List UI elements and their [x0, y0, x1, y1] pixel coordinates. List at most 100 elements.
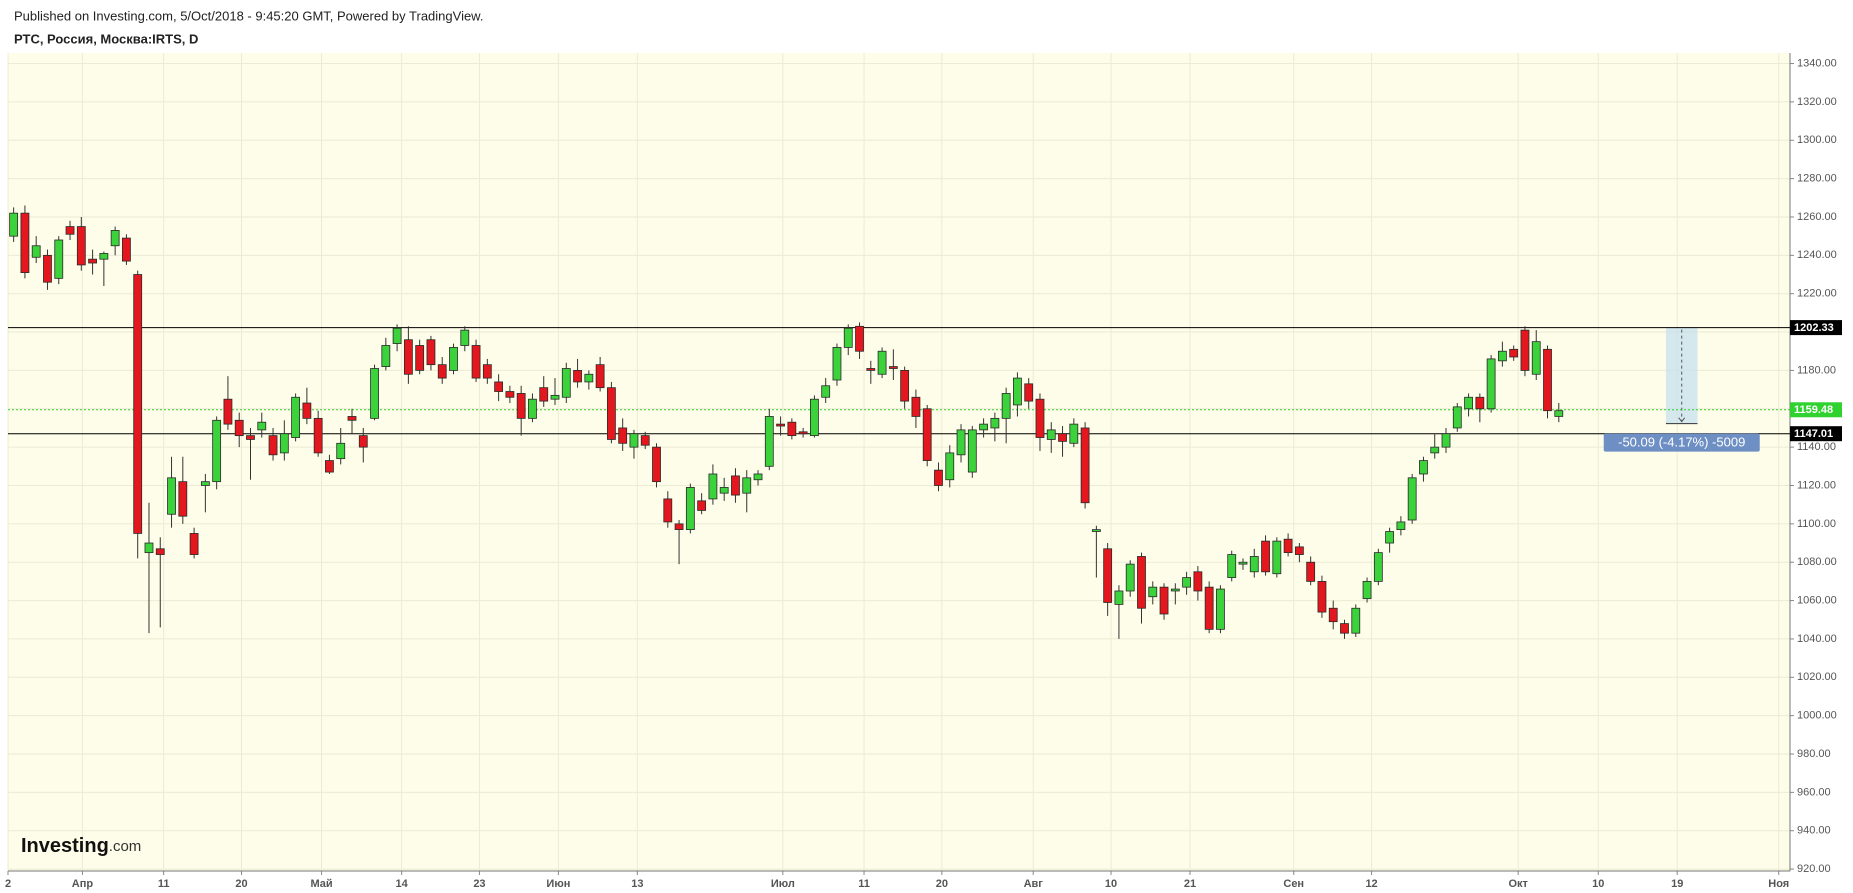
candle-body — [967, 429, 977, 473]
candle-body — [1475, 396, 1485, 410]
candle-body — [155, 548, 165, 555]
candle-body — [313, 417, 323, 454]
y-tick-label: 940.00 — [1797, 825, 1831, 837]
candle-body — [449, 347, 458, 371]
x-tick-label: 21 — [1184, 878, 1196, 890]
candle-body — [764, 416, 774, 467]
y-tick-label: 1000.00 — [1797, 710, 1837, 722]
candle-body — [1137, 556, 1146, 609]
y-tick-label: 1140.00 — [1797, 441, 1836, 453]
candle-body — [787, 421, 797, 437]
candle-body — [325, 460, 334, 473]
candle-body — [776, 423, 785, 427]
candle-body — [133, 274, 143, 534]
candle-body — [855, 325, 864, 352]
candle-body — [888, 366, 898, 369]
candle-body — [1362, 580, 1372, 600]
candle-body — [1227, 554, 1237, 578]
candle-body — [832, 347, 842, 381]
candle-body — [1238, 561, 1248, 565]
candle-body — [1464, 396, 1473, 410]
candle-body — [1509, 348, 1519, 358]
candle-body — [268, 435, 278, 456]
y-tick-label: 1320.00 — [1797, 96, 1837, 108]
y-tick-label: 1260.00 — [1797, 211, 1837, 223]
candle-body — [460, 329, 470, 346]
candle-body — [911, 396, 921, 417]
logo: Investing.com — [21, 835, 141, 857]
candle-body — [370, 368, 379, 419]
candle-body — [979, 423, 988, 431]
price-label: 1202.33 — [1794, 322, 1834, 334]
candle-body — [1182, 577, 1192, 588]
candle-body — [900, 370, 910, 402]
header: Published on Investing.com, 5/Oct/2018 -… — [14, 8, 483, 23]
price-label-box — [1790, 426, 1842, 442]
candle-body — [731, 475, 740, 496]
candle-body — [663, 498, 673, 523]
y-tick-label: 1340.00 — [1797, 57, 1837, 69]
candle-body — [742, 477, 752, 494]
y-tick-label: 1040.00 — [1797, 633, 1837, 645]
candle-body — [31, 245, 41, 258]
candle-body — [494, 381, 504, 392]
x-tick-label: 20 — [936, 878, 948, 890]
candle-body — [1419, 460, 1428, 475]
x-tick-label: Май — [310, 878, 332, 890]
plot-area — [8, 53, 1790, 871]
candle-body — [708, 473, 718, 500]
candle-body — [1441, 433, 1451, 448]
candle-body — [821, 385, 831, 398]
candle-body — [88, 258, 97, 264]
x-tick-label: Сен — [1283, 878, 1304, 890]
candle-body — [291, 396, 301, 438]
candle-body — [302, 402, 312, 419]
candle-body — [1046, 429, 1056, 440]
candle-body — [573, 370, 582, 383]
candle-body — [1204, 586, 1214, 630]
y-tick-label: 1060.00 — [1797, 594, 1837, 606]
x-tick-label: 14 — [395, 878, 408, 890]
candle-body — [279, 433, 289, 454]
candle-body — [1170, 588, 1180, 592]
measure-label-box — [1603, 433, 1760, 452]
y-tick-label: 1240.00 — [1797, 249, 1837, 261]
candle-body — [798, 431, 808, 435]
logo-name: Investing — [21, 835, 109, 857]
candle-body — [629, 433, 639, 448]
candle-body — [110, 230, 120, 247]
candle-body — [922, 408, 932, 461]
candle-body — [1069, 423, 1079, 444]
candle-body — [505, 391, 515, 398]
candle-body — [753, 473, 763, 481]
candle-body — [1430, 446, 1440, 454]
x-tick-label: 2 — [5, 878, 11, 890]
candle-body — [877, 350, 887, 375]
candle-body — [652, 446, 661, 483]
y-tick-label: 960.00 — [1797, 786, 1831, 798]
candle-body — [234, 419, 244, 437]
candle-body — [528, 398, 537, 419]
candle-body — [584, 373, 594, 383]
candle-body — [257, 421, 267, 431]
candle-body — [336, 442, 346, 460]
candle-body — [1373, 552, 1383, 582]
candle-body — [1351, 607, 1361, 634]
y-tick-label: 1300.00 — [1797, 134, 1837, 146]
candle-body — [1058, 433, 1067, 442]
candle-body — [550, 394, 560, 400]
candle-body — [212, 419, 222, 483]
candle-body — [516, 393, 526, 419]
candle-body — [539, 387, 549, 402]
candle-body — [358, 435, 368, 448]
candle-body — [990, 417, 1000, 429]
candle-body — [144, 542, 154, 554]
candle-body — [1340, 623, 1349, 634]
x-tick-label: Авг — [1024, 878, 1044, 890]
x-tick-label: Апр — [72, 878, 94, 890]
x-tick-label: 11 — [858, 878, 870, 890]
candle-body — [1193, 571, 1203, 592]
candle-body — [178, 481, 188, 517]
candle-body — [403, 339, 413, 375]
